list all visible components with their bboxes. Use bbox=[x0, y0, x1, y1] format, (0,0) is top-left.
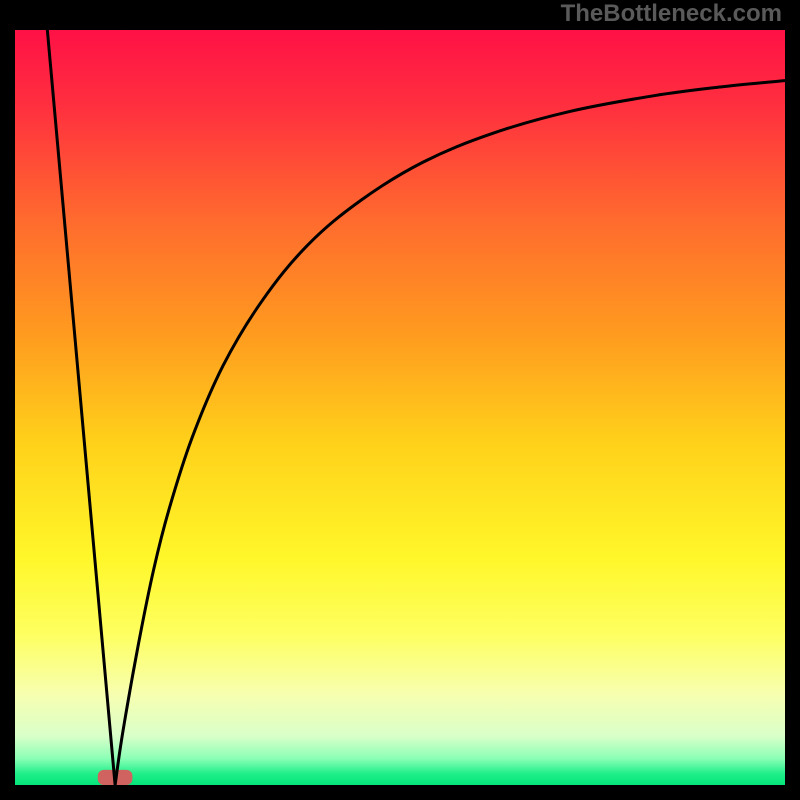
watermark-text: TheBottleneck.com bbox=[561, 0, 782, 28]
bottleneck-chart bbox=[0, 0, 800, 800]
chart-container: TheBottleneck.com bbox=[0, 0, 800, 800]
plot-background bbox=[15, 30, 785, 785]
